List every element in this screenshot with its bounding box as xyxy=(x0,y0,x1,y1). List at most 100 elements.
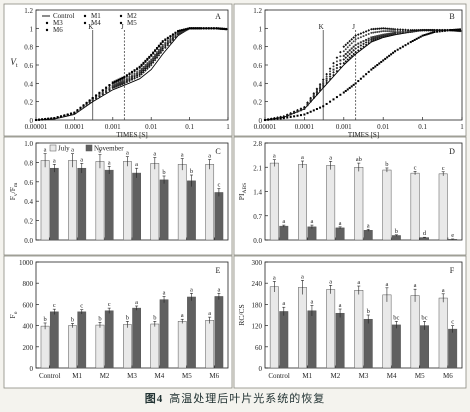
data-point xyxy=(344,89,347,92)
data-point xyxy=(47,117,50,120)
data-point xyxy=(390,53,393,56)
data-point xyxy=(357,49,360,52)
data-point xyxy=(435,28,439,32)
bar-november-M2 xyxy=(335,227,345,241)
data-point xyxy=(367,37,370,40)
data-point xyxy=(210,27,213,30)
data-point xyxy=(425,33,428,36)
data-point xyxy=(396,28,399,31)
data-point xyxy=(365,34,368,37)
data-point xyxy=(384,33,387,36)
significance-letter: a xyxy=(163,289,166,296)
data-point xyxy=(396,31,399,34)
data-point xyxy=(123,82,126,85)
data-point xyxy=(339,62,342,66)
data-point xyxy=(148,64,151,66)
significance-letter: a xyxy=(181,312,184,319)
x-tick-label: M6 xyxy=(209,372,219,380)
data-point xyxy=(364,41,368,44)
data-point xyxy=(367,32,370,35)
data-point xyxy=(318,82,322,86)
data-point xyxy=(332,61,335,65)
data-point xyxy=(306,102,309,105)
bar-july-Control xyxy=(40,160,50,241)
significance-letter: a xyxy=(339,302,342,309)
data-point xyxy=(374,65,377,68)
significance-letter: a xyxy=(329,154,332,161)
data-point xyxy=(344,48,347,51)
data-point xyxy=(131,70,133,73)
legend-label-M2: M2 xyxy=(127,12,137,20)
data-point xyxy=(82,104,85,107)
significance-letter: a xyxy=(385,281,388,288)
data-point xyxy=(370,31,373,34)
significance-letter: a xyxy=(414,282,417,289)
data-point xyxy=(438,30,441,33)
data-point xyxy=(136,74,139,77)
data-point xyxy=(399,47,402,50)
data-point xyxy=(375,36,379,39)
data-point xyxy=(157,53,161,57)
data-point xyxy=(329,73,332,76)
data-point xyxy=(312,92,316,95)
data-point xyxy=(312,94,315,97)
significance-letter: b xyxy=(71,316,74,323)
data-point xyxy=(166,39,169,42)
bar-november-M5 xyxy=(187,296,196,369)
data-point xyxy=(303,105,306,109)
data-point xyxy=(121,76,124,79)
y-axis-label: Fv/Fm xyxy=(8,182,19,200)
data-point xyxy=(394,31,397,34)
data-point xyxy=(154,55,157,58)
data-point xyxy=(221,27,224,30)
data-point xyxy=(125,80,129,84)
data-point xyxy=(148,55,151,58)
significance-letter: b xyxy=(190,168,193,175)
data-point xyxy=(136,72,139,75)
data-point xyxy=(385,27,389,30)
data-point xyxy=(50,117,53,120)
bar-july-M4 xyxy=(382,169,392,241)
data-point xyxy=(449,29,452,32)
data-point xyxy=(121,79,124,82)
bar-july-M4 xyxy=(150,323,160,369)
bar-july-Control xyxy=(269,286,279,369)
data-point xyxy=(356,33,360,36)
data-point xyxy=(319,84,322,87)
data-point xyxy=(159,51,163,55)
data-point xyxy=(382,33,385,36)
bar-july-M6 xyxy=(438,297,448,369)
significance-letter: c xyxy=(451,319,454,326)
significance-letter: a xyxy=(135,299,138,306)
data-point xyxy=(142,69,145,72)
data-point xyxy=(392,51,395,54)
data-point xyxy=(328,75,332,78)
data-point xyxy=(164,46,167,50)
y-axis-label: Vt xyxy=(10,57,18,69)
data-point xyxy=(309,96,312,100)
panel-letter: F xyxy=(450,266,455,275)
data-point xyxy=(225,28,228,31)
data-point xyxy=(325,75,328,78)
data-point xyxy=(138,69,141,72)
data-point xyxy=(184,28,187,31)
data-point xyxy=(264,119,266,121)
data-point xyxy=(378,62,381,65)
data-point xyxy=(425,28,428,32)
data-point xyxy=(344,53,347,55)
legend-swatch-M5 xyxy=(119,21,123,25)
bar-july-M6 xyxy=(205,320,215,369)
data-point xyxy=(441,30,444,33)
data-point xyxy=(101,91,104,94)
bar-november-M4 xyxy=(159,299,169,369)
data-point xyxy=(146,62,149,65)
y-tick-label: 0.0 xyxy=(253,237,262,245)
bar-november-M1 xyxy=(307,226,317,241)
data-point xyxy=(335,60,338,63)
data-point xyxy=(282,117,285,120)
data-point xyxy=(279,117,282,120)
significance-letter: a xyxy=(367,222,370,229)
panel-letter: C xyxy=(215,147,220,156)
bar-july-M1 xyxy=(298,287,307,369)
data-point xyxy=(375,27,379,31)
